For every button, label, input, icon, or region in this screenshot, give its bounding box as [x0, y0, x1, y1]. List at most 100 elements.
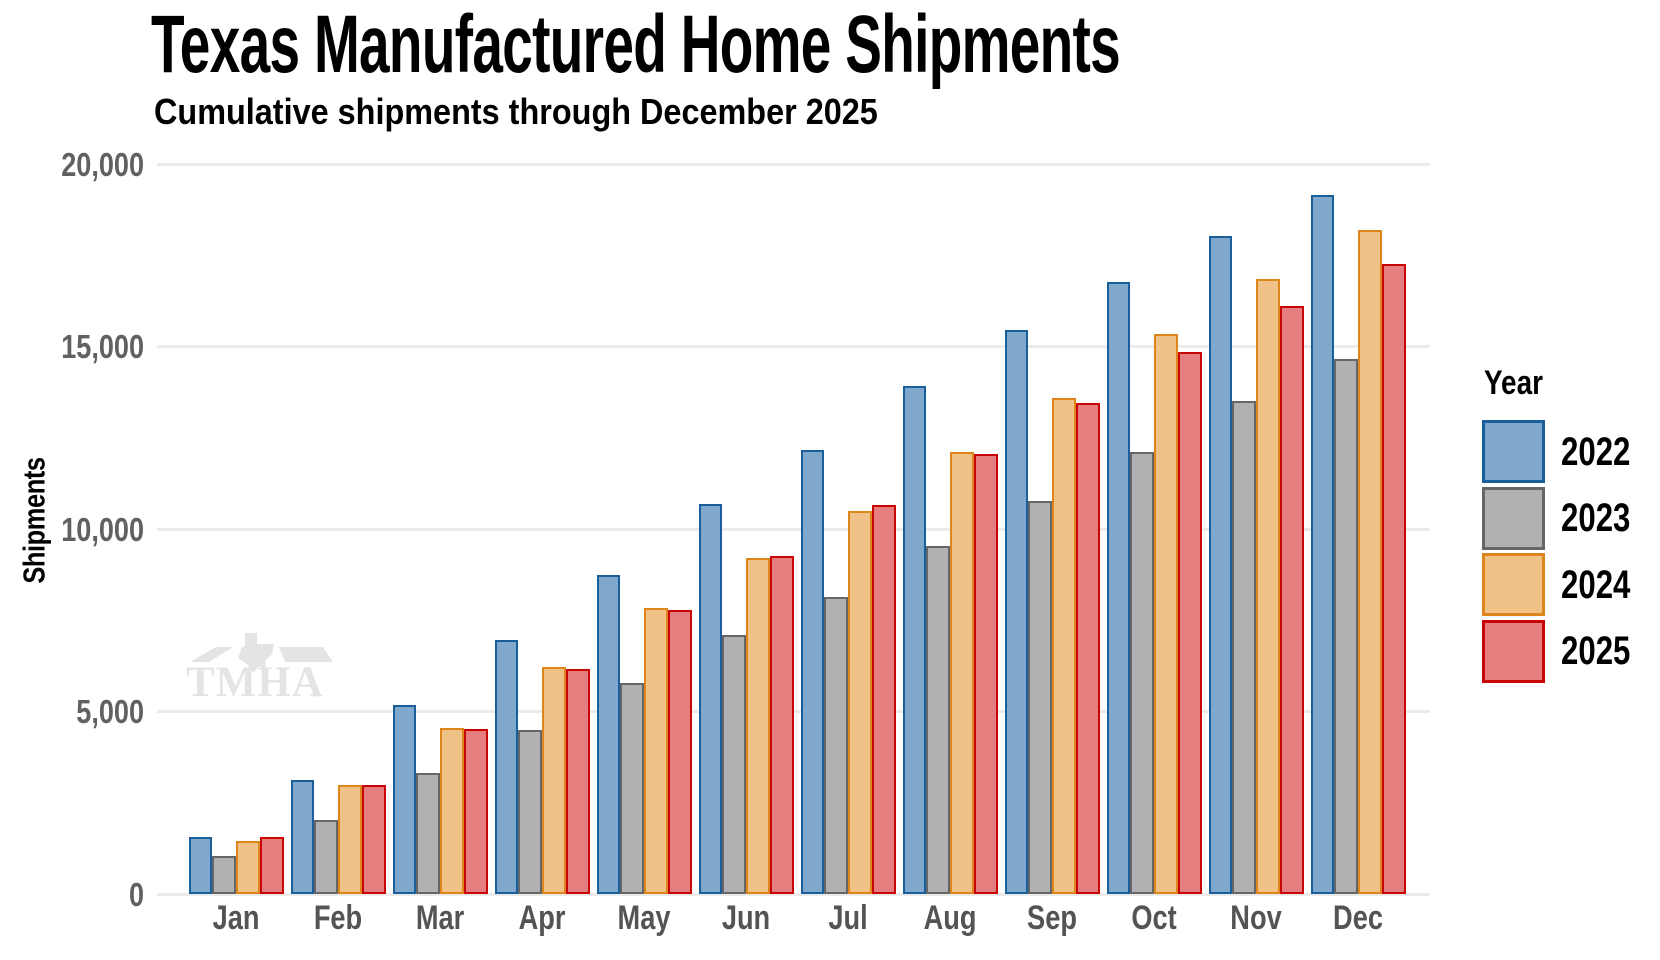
bar-mar-2023 [416, 772, 440, 894]
legend-item-2025: 2025 [1482, 619, 1650, 683]
bar-apr-2023 [518, 730, 542, 894]
x-tick-label-oct: Oct [1131, 899, 1177, 937]
bar-group-feb [290, 780, 386, 894]
bar-mar-2022 [392, 704, 417, 894]
y-tick-label: 20,000 [61, 145, 144, 183]
legend-swatch-2022 [1482, 420, 1545, 483]
legend-item-2022: 2022 [1482, 420, 1650, 483]
bar-mar-2025 [463, 729, 488, 894]
legend-title: Year [1484, 364, 1543, 402]
bar-jun-2022 [698, 504, 723, 894]
bar-group-jun [698, 504, 794, 894]
bar-oct-2025 [1177, 352, 1202, 894]
bar-jun-2023 [722, 634, 746, 894]
bar-oct-2023 [1130, 452, 1154, 894]
bar-oct-2022 [1106, 281, 1131, 894]
legend-swatch-2024 [1482, 553, 1545, 616]
bar-jan-2023 [212, 856, 236, 894]
gridline-5000 [157, 710, 1430, 713]
x-tick-label-feb: Feb [313, 899, 363, 937]
bar-sep-2024 [1052, 398, 1076, 894]
x-tick-label-aug: Aug [923, 899, 977, 937]
bar-oct-2024 [1154, 334, 1178, 894]
gridline-20000 [157, 162, 1430, 166]
x-tick-label-jun: Jun [721, 899, 771, 937]
bar-feb-2022 [290, 780, 315, 894]
y-tick-label: 15,000 [61, 328, 144, 365]
bar-may-2023 [620, 683, 644, 894]
bar-feb-2023 [314, 819, 338, 894]
legend-label-2025: 2025 [1561, 629, 1631, 673]
gridline-0 [157, 892, 1430, 896]
bar-jun-2025 [769, 556, 794, 894]
bar-may-2024 [644, 608, 668, 894]
plot-area [157, 162, 1430, 896]
gridline-10000 [157, 527, 1430, 531]
chart-subtitle: Cumulative shipments through December 20… [154, 91, 878, 132]
x-tick-label-may: May [617, 899, 671, 937]
bar-group-may [596, 575, 692, 894]
legend: Year 2022 2023 2024 2025 [1482, 366, 1650, 686]
legend-label-2024: 2024 [1561, 562, 1631, 607]
y-tick-label: 5,000 [76, 693, 144, 730]
legend-label-2022: 2022 [1561, 429, 1631, 474]
legend-item-2024: 2024 [1482, 553, 1650, 616]
gridline-15000 [157, 345, 1430, 348]
bar-may-2022 [596, 575, 621, 894]
bar-jan-2025 [259, 836, 284, 894]
bar-feb-2025 [361, 784, 386, 894]
bar-aug-2023 [926, 546, 950, 894]
x-tick-label-dec: Dec [1333, 899, 1383, 937]
bar-jul-2025 [871, 504, 896, 894]
bar-group-apr [494, 640, 590, 894]
legend-item-2023: 2023 [1482, 486, 1650, 550]
bar-sep-2022 [1004, 330, 1029, 894]
bar-nov-2023 [1232, 401, 1256, 894]
x-tick-label-nov: Nov [1230, 899, 1282, 937]
bar-group-jan [188, 836, 284, 894]
x-tick-label-apr: Apr [518, 899, 566, 937]
bar-dec-2022 [1310, 195, 1335, 894]
x-tick-label-jan: Jan [212, 899, 260, 937]
bar-sep-2023 [1028, 500, 1052, 894]
bar-apr-2025 [565, 669, 590, 894]
bar-group-oct [1106, 281, 1202, 894]
y-tick-label: 10,000 [61, 510, 144, 548]
bar-may-2025 [667, 610, 692, 894]
bar-jan-2024 [236, 840, 260, 894]
bar-jul-2024 [848, 511, 872, 894]
bar-nov-2022 [1208, 235, 1233, 894]
chart-title: Texas Manufactured Home Shipments [151, 0, 1121, 90]
bar-group-nov [1208, 235, 1304, 894]
bar-group-aug [902, 385, 998, 894]
x-tick-label-sep: Sep [1027, 899, 1077, 937]
bar-nov-2024 [1256, 278, 1280, 894]
legend-items: 2022 2023 2024 2025 [1482, 420, 1650, 683]
bar-apr-2024 [542, 667, 566, 894]
bar-feb-2024 [338, 784, 362, 894]
bar-jun-2024 [746, 557, 770, 894]
x-tick-label-jul: Jul [828, 899, 868, 937]
bar-apr-2022 [494, 640, 519, 894]
bar-jul-2022 [800, 450, 825, 894]
bar-nov-2025 [1279, 306, 1304, 894]
bar-jan-2022 [188, 837, 213, 894]
bar-group-sep [1004, 330, 1100, 894]
bar-dec-2025 [1381, 263, 1406, 894]
bar-sep-2025 [1075, 403, 1100, 894]
x-tick-label-mar: Mar [415, 899, 465, 937]
legend-swatch-2023 [1482, 486, 1545, 550]
bar-aug-2022 [902, 385, 927, 894]
bar-aug-2025 [973, 454, 998, 894]
bar-group-mar [392, 704, 488, 894]
legend-label-2023: 2023 [1561, 496, 1631, 540]
bar-aug-2024 [950, 452, 974, 894]
y-tick-label: 0 [128, 875, 144, 913]
bar-dec-2023 [1334, 358, 1358, 894]
bar-mar-2024 [440, 727, 464, 894]
bar-dec-2024 [1358, 230, 1382, 894]
bar-group-dec [1310, 195, 1406, 894]
legend-swatch-2025 [1482, 619, 1545, 683]
bar-jul-2023 [824, 596, 848, 894]
